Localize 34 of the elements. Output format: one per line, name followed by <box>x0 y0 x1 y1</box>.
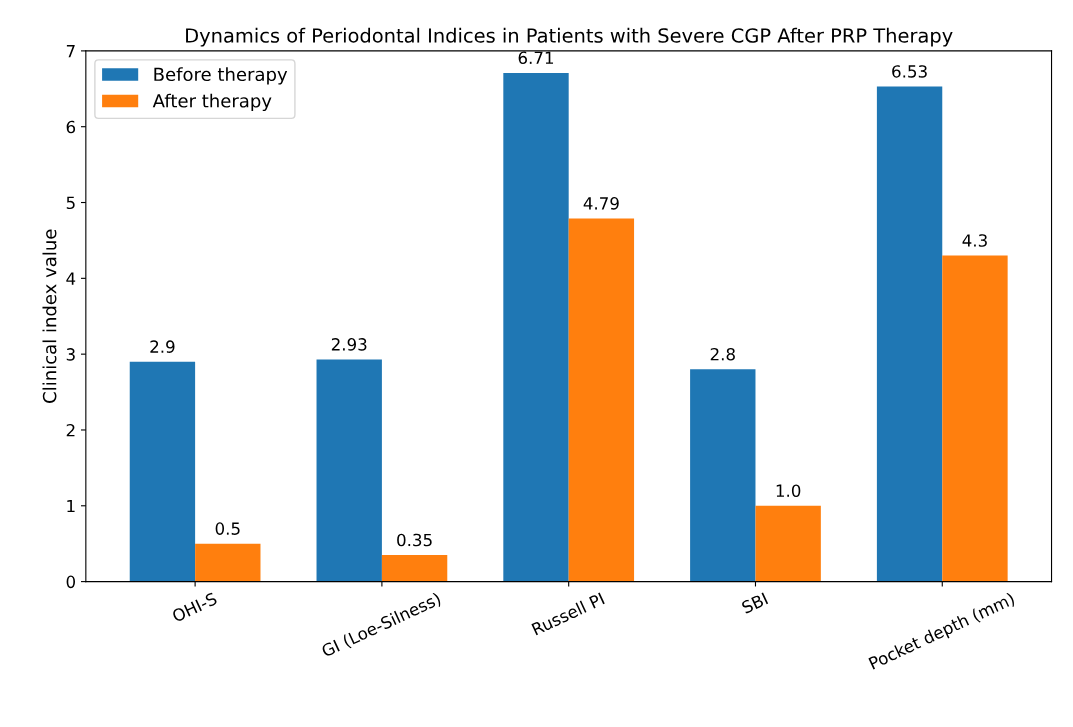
bar <box>690 369 756 582</box>
y-tick-label: 0 <box>66 575 76 589</box>
y-tick-label: 7 <box>66 45 75 58</box>
data-label: 6.53 <box>892 65 927 78</box>
data-label: 6.71 <box>518 51 554 65</box>
legend-label: Before therapy <box>154 67 288 85</box>
bar <box>381 555 448 582</box>
bar <box>568 218 635 582</box>
data-label: 0.5 <box>215 522 240 535</box>
data-label: 2.8 <box>710 347 735 361</box>
data-label: 1.0 <box>776 484 801 497</box>
y-axis-title: Clinical index value <box>42 229 57 403</box>
bar <box>129 361 196 582</box>
y-tick-label: 1 <box>67 499 75 513</box>
legend-label: After therapy <box>152 93 272 112</box>
y-tick-label: 5 <box>66 196 75 210</box>
chart-title: Dynamics of Periodontal Indices in Patients with Severe CGP After PRP Therapy <box>186 27 953 47</box>
bar <box>316 359 382 582</box>
data-label: 4.3 <box>962 234 987 247</box>
y-tick-label: 2 <box>66 423 75 437</box>
data-label: 0.35 <box>397 533 432 547</box>
y-tick-label: 4 <box>66 272 76 285</box>
bar <box>755 505 821 582</box>
data-label: 2.93 <box>331 338 367 351</box>
x-tick-label: OHI-S <box>171 591 218 623</box>
data-label: 4.79 <box>583 197 619 210</box>
bar <box>942 255 1008 582</box>
bar <box>195 543 261 582</box>
bar <box>876 86 943 582</box>
x-tick-label: SBI <box>740 592 769 614</box>
y-tick-label: 3 <box>66 348 75 361</box>
y-tick-label: 6 <box>66 120 76 134</box>
bar <box>503 72 569 582</box>
data-label: 2.9 <box>150 340 175 353</box>
